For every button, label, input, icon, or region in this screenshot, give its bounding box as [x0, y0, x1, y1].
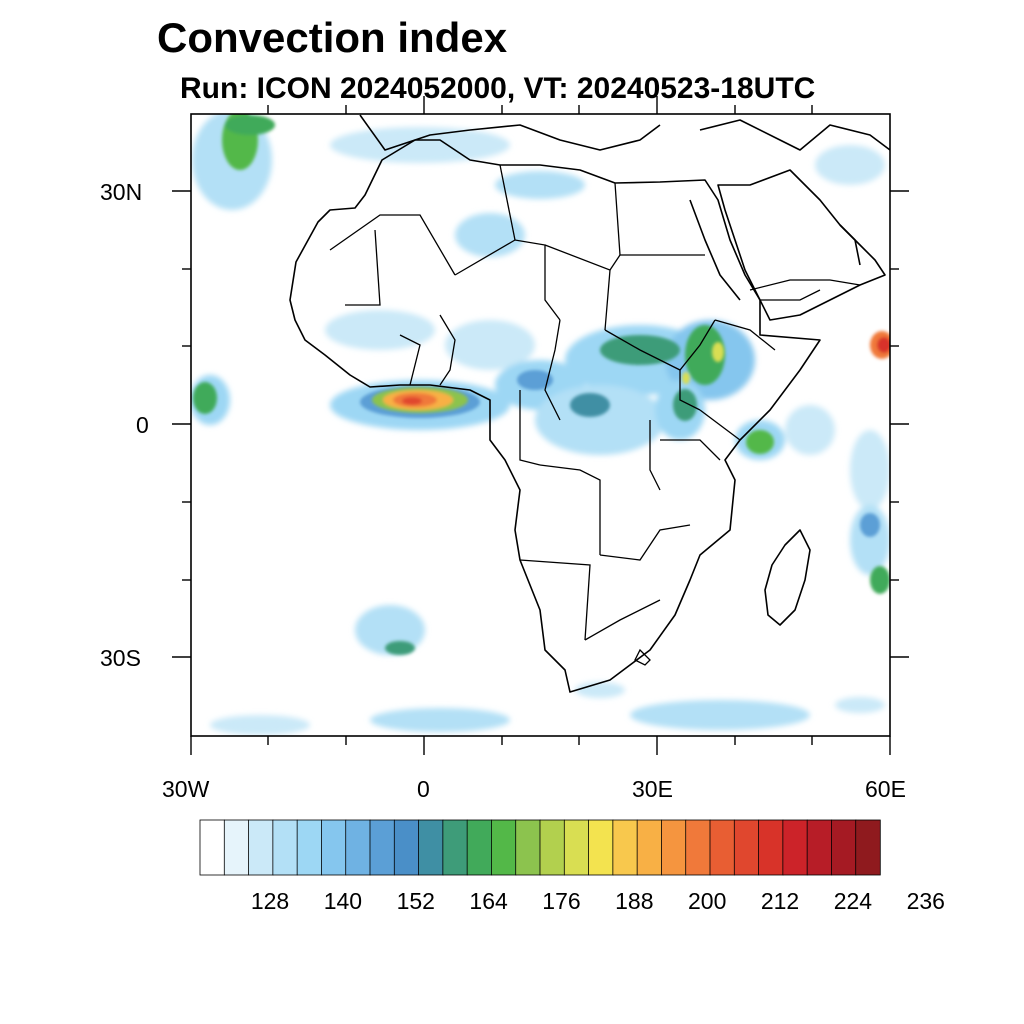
- colorbar-swatch: [806, 819, 833, 876]
- europe-coastline: [359, 114, 661, 151]
- colorbar-swatch: [636, 819, 663, 876]
- colorbar-swatch: [321, 819, 347, 876]
- colorbar-tick-label: 200: [688, 888, 727, 914]
- madagascar-coastline: [764, 529, 811, 626]
- page-title: Convection index: [157, 14, 508, 61]
- colorbar-swatch: [418, 819, 444, 876]
- lon-label-30w: 30W: [162, 776, 210, 802]
- colorbar-swatch: [223, 819, 250, 876]
- colorbar-swatch: [782, 819, 808, 876]
- country-borders: [329, 164, 861, 666]
- colorbar-swatch: [733, 819, 760, 876]
- lat-label-30n: 30N: [100, 179, 143, 205]
- colorbar-swatch: [491, 819, 517, 876]
- axis-ticks: [172, 96, 909, 755]
- lat-label-30s: 30S: [100, 645, 141, 671]
- colorbar-swatch: [612, 819, 638, 876]
- colorbar-swatch: [248, 819, 274, 876]
- colorbar-tick-label: 152: [396, 888, 435, 914]
- map-frame: [190, 113, 891, 737]
- convection-field: [191, 114, 890, 735]
- convection-light-areas: [191, 114, 890, 735]
- colorbar-swatch: [199, 819, 225, 876]
- colorbar-swatch: [515, 819, 541, 876]
- lon-label-30e: 30E: [632, 776, 673, 802]
- red-sea-west: [689, 199, 741, 301]
- colorbar-swatch: [393, 819, 420, 876]
- colorbar-swatch: [563, 819, 590, 876]
- colorbar-swatch: [296, 819, 323, 876]
- colorbar-swatch: [758, 819, 784, 876]
- colorbar-swatch: [685, 819, 711, 876]
- colorbar-tick-label: 176: [542, 888, 581, 914]
- colorbar-swatch: [466, 819, 493, 876]
- colorbar-swatch: [588, 819, 614, 876]
- mediterranean-north: [699, 119, 890, 151]
- colorbar-tick-label: 128: [250, 888, 290, 914]
- colorbar-swatch: [345, 819, 371, 876]
- arabia-coastline: [717, 169, 886, 321]
- colorbar-swatch: [539, 819, 565, 876]
- colorbar-tick-label: 212: [760, 888, 800, 914]
- colorbar-swatch: [855, 819, 881, 876]
- colorbar-swatch: [442, 819, 468, 876]
- colorbar-tick-label: 236: [906, 888, 945, 914]
- africa-coastline: [289, 139, 821, 693]
- colorbar: [199, 819, 881, 876]
- persian-gulf: [839, 224, 861, 266]
- colorbar-tick-label: 188: [615, 888, 654, 914]
- lon-label-60e: 60E: [865, 776, 906, 802]
- convection-intense-areas: [372, 331, 890, 413]
- lat-label-0: 0: [136, 412, 149, 438]
- colorbar-tick-label: 140: [323, 888, 363, 914]
- run-subtitle: Run: ICON 2024052000, VT: 20240523-18UTC: [180, 72, 816, 105]
- colorbar-swatch: [661, 819, 687, 876]
- lon-label-0: 0: [417, 776, 430, 802]
- colorbar-swatch: [831, 819, 857, 876]
- colorbar-tick-label: 224: [833, 888, 873, 914]
- colorbar-swatch: [709, 819, 735, 876]
- colorbar-swatch: [369, 819, 395, 876]
- colorbar-tick-label: 164: [469, 888, 508, 914]
- colorbar-swatch: [272, 819, 298, 876]
